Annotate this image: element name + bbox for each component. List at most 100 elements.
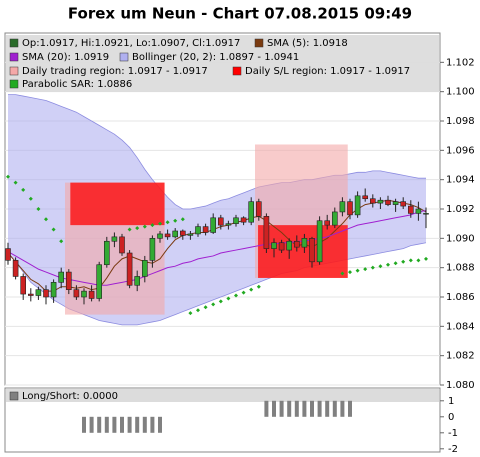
sar-dot: [150, 223, 155, 228]
candle-body: [202, 226, 209, 233]
legend-label: SMA (5): 1.0918: [267, 38, 348, 49]
candle-body: [385, 199, 391, 205]
candle-body: [180, 230, 186, 236]
sar-dot: [211, 302, 216, 307]
candle-body: [210, 217, 216, 233]
sma-line: [7, 209, 427, 286]
sar-dot: [241, 290, 246, 295]
bar: [287, 400, 292, 417]
candle-body: [66, 271, 72, 290]
y-tick-label: 1.090: [446, 233, 475, 244]
candle-body: [20, 276, 27, 295]
candle-body: [263, 216, 270, 249]
legend-label: SMA (20): 1.0919: [22, 52, 109, 63]
legend-swatch: [9, 66, 19, 76]
sar-dot: [28, 196, 33, 201]
legend-swatch: [9, 79, 19, 89]
sar-dot: [180, 217, 185, 222]
sar-dot: [188, 311, 193, 316]
bar: [340, 400, 345, 417]
candle-body: [218, 217, 224, 226]
candle-body: [240, 217, 247, 223]
candle-body: [225, 223, 232, 226]
sar-dot: [51, 227, 56, 232]
candle-body: [12, 260, 19, 277]
candle-body: [392, 201, 399, 205]
y-tick-label: 1.102: [446, 57, 475, 68]
sar-dot: [21, 187, 26, 192]
sar-dot: [196, 308, 200, 313]
candle-body: [301, 238, 308, 248]
y-tick-label: 1: [448, 396, 454, 407]
sar-dot: [363, 267, 368, 272]
sar-dot: [13, 180, 18, 185]
sar-dot: [424, 256, 428, 261]
y-tick-label: 1.084: [446, 321, 475, 332]
bar: [142, 416, 147, 433]
candle-body: [164, 233, 171, 238]
bar: [150, 416, 155, 433]
candle-body: [423, 213, 429, 215]
sar-dot: [370, 265, 375, 270]
bar: [272, 400, 276, 417]
sar-dot: [6, 174, 10, 179]
sar-dot: [44, 217, 48, 222]
candle-body: [354, 195, 361, 216]
candle-body: [73, 289, 80, 298]
bar: [348, 400, 352, 417]
legend-label: Daily S/L region: 1.0917 - 1.0917: [245, 66, 410, 77]
candle-body: [126, 252, 133, 286]
legend-swatch: [232, 66, 242, 76]
bar: [279, 400, 284, 417]
bar: [310, 400, 314, 417]
bar: [89, 416, 94, 433]
sar-dot: [59, 239, 64, 244]
sar-dot: [393, 261, 398, 266]
candle-body: [293, 240, 300, 248]
candle-body: [96, 264, 102, 299]
legend-label: Daily trading region: 1.0917 - 1.0917: [22, 66, 208, 77]
sar-dot: [173, 218, 178, 223]
sar-dot: [218, 299, 223, 304]
legend-label: Bollinger (20, 2): 1.0897 - 1.0941: [132, 52, 299, 63]
sar-dot: [256, 284, 261, 289]
sar-dot: [135, 226, 140, 231]
bar: [302, 400, 307, 417]
candle-body: [278, 242, 285, 251]
bar: [82, 416, 86, 433]
bollinger-upper: [8, 94, 426, 210]
y-tick-label: 1.092: [446, 204, 475, 215]
candle-body: [43, 289, 49, 298]
legend-swatch: [9, 38, 19, 48]
bar: [112, 416, 117, 433]
bar: [294, 400, 299, 417]
candle-body: [58, 271, 65, 283]
sar-dot: [340, 271, 345, 276]
y-tick-label: 1.100: [446, 87, 475, 98]
bar: [264, 400, 269, 417]
candle-body: [377, 199, 384, 204]
candle-body: [233, 217, 239, 224]
candle-body: [339, 201, 346, 213]
candle-body: [195, 226, 201, 235]
candle-body: [362, 195, 369, 200]
legend-label: Parabolic SAR: 1.0886: [22, 79, 132, 90]
sar-dot: [348, 270, 352, 275]
candle-body: [271, 242, 277, 249]
sar-dot: [203, 305, 208, 310]
legend-label: Op:1.0917, Hi:1.0921, Lo:1.0907, Cl:1.09…: [22, 38, 240, 49]
region: [258, 225, 348, 278]
candle-body: [88, 290, 95, 299]
candle-body: [331, 211, 338, 226]
sar-dot: [408, 258, 413, 263]
y-tick-label: 1.088: [446, 263, 475, 274]
candle-body: [255, 201, 262, 217]
y-tick-label: 1.082: [446, 351, 475, 362]
y-tick-label: -2: [448, 444, 458, 455]
y-tick-label: 1.086: [446, 292, 475, 303]
sar-dot: [36, 207, 41, 211]
sar-dot: [158, 221, 162, 226]
candle-body: [309, 238, 315, 263]
sar-dot: [249, 287, 254, 292]
